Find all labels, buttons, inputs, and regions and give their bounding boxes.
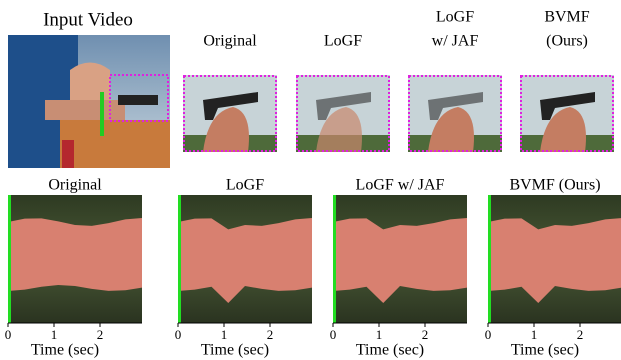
x-tick-label: 1 (221, 327, 228, 342)
crop: Original (183, 33, 277, 152)
x-tick-label: 0 (330, 327, 337, 342)
crop: LoGF w/ JAF (408, 9, 502, 152)
crop-label: (Ours) (546, 33, 588, 50)
x-tick-label: 2 (577, 327, 584, 342)
crop-label: LoGF (324, 33, 362, 50)
crop-label: LoGF (436, 9, 474, 26)
crops: Original LoGF LoGF w/ JAF BVMF (Ours) (183, 9, 614, 152)
x-tick-label: 0 (5, 327, 12, 342)
crop: LoGF (296, 33, 390, 152)
x-tick-label: 1 (376, 327, 383, 342)
x-label: Time (sec) (201, 342, 269, 359)
x-tick-label: 2 (422, 327, 429, 342)
figure: Input Video Original LoGF LoGF w/ JAF BVMF (O… (0, 0, 621, 360)
x-label: Time (sec) (356, 342, 424, 359)
time-marker (333, 195, 336, 323)
time-marker (178, 195, 181, 323)
x-label: Time (sec) (31, 342, 99, 359)
panel-title: LoGF w/ JAF (356, 177, 445, 194)
crop: BVMF (Ours) (520, 9, 614, 152)
panel-title: Original (48, 177, 102, 194)
time-marker (488, 195, 491, 323)
band (8, 218, 142, 291)
input-video: Input Video (8, 9, 170, 168)
crop-label: BVMF (544, 9, 589, 26)
x-tick-label: 0 (175, 327, 182, 342)
x-tick-label: 0 (485, 327, 492, 342)
x-tick-label: 1 (531, 327, 538, 342)
x-tick-label: 1 (51, 327, 58, 342)
input-title: Input Video (43, 9, 133, 30)
x-label: Time (sec) (511, 342, 579, 359)
crop-label: Original (203, 33, 257, 50)
panel-title: LoGF (226, 177, 264, 194)
x-tick-label: 2 (97, 327, 104, 342)
x-tick-label: 2 (267, 327, 274, 342)
crop-label: w/ JAF (432, 33, 479, 50)
panel-title: BVMF (Ours) (509, 177, 600, 194)
time-marker (8, 195, 11, 323)
